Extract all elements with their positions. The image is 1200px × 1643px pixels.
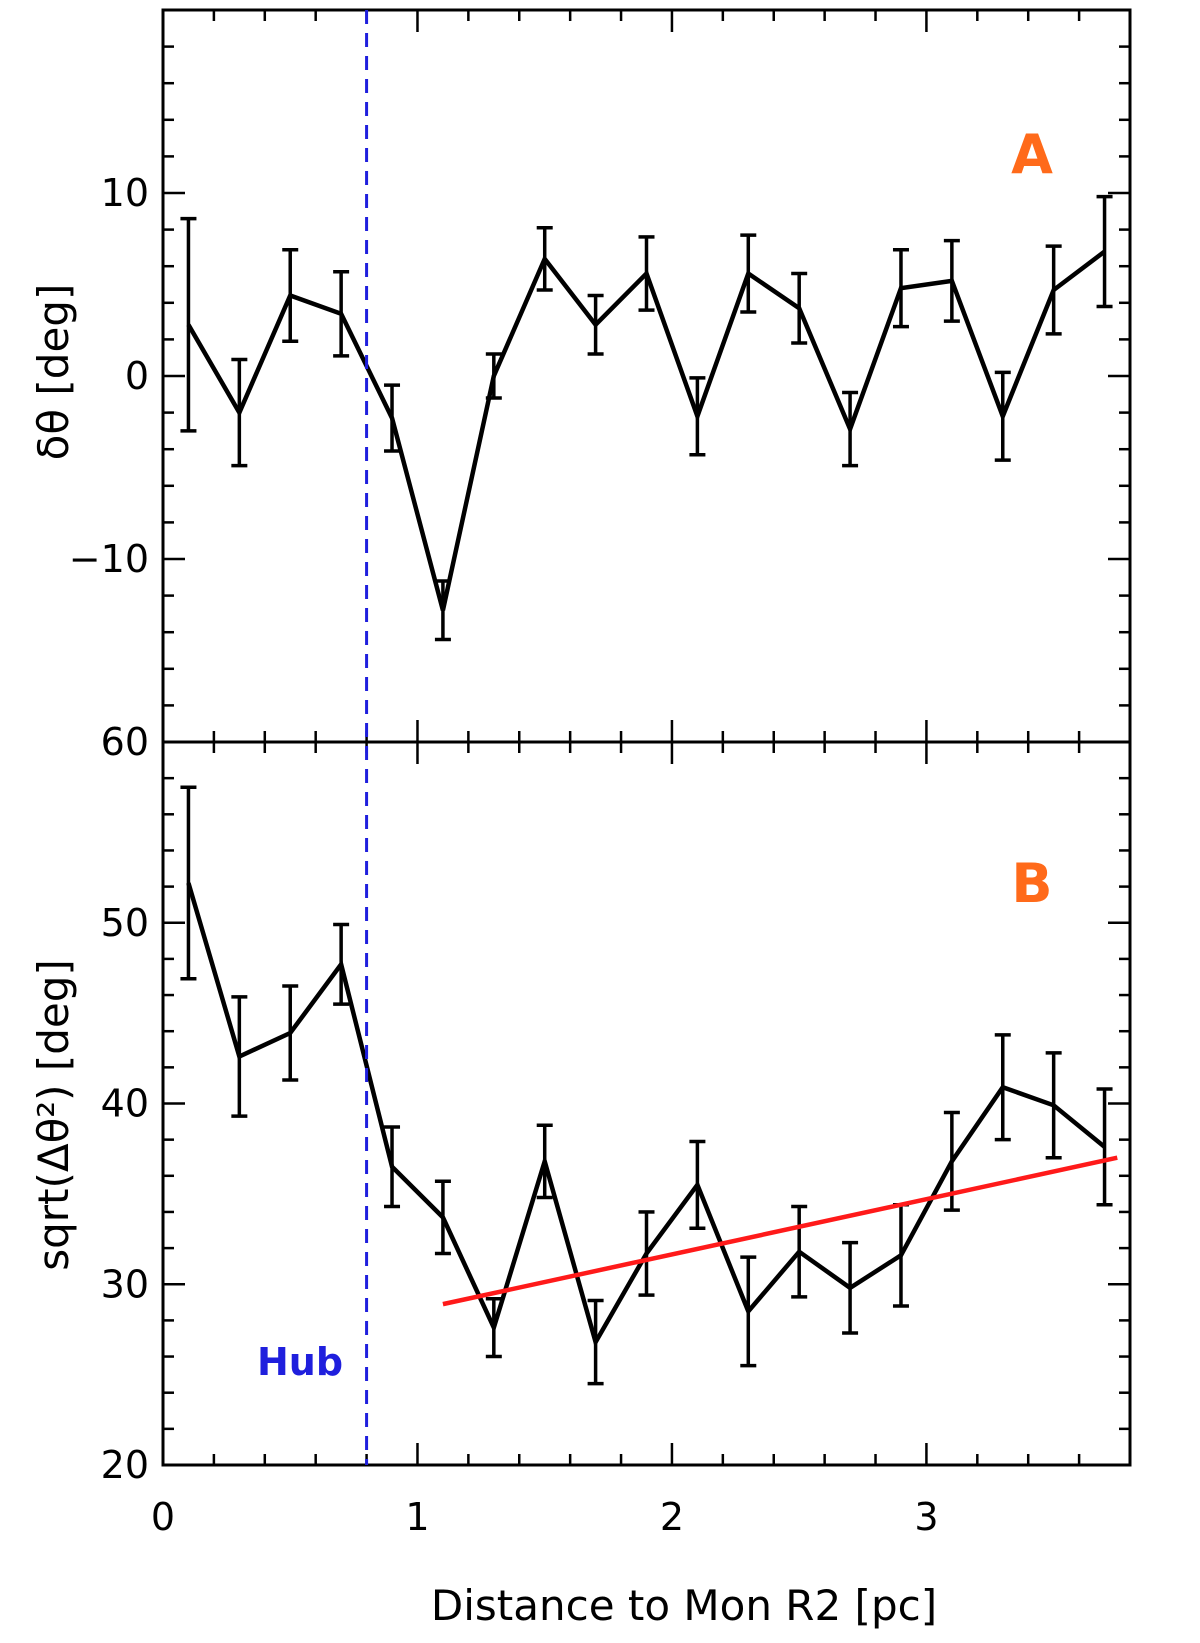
panel-b-letter: B xyxy=(1011,852,1052,915)
y-tick-label: 0 xyxy=(125,354,149,398)
panel-a-letter: A xyxy=(1011,123,1053,186)
x-tick-label: 1 xyxy=(405,1495,429,1539)
y-tick-label: 60 xyxy=(101,720,149,764)
x-axis-label: Distance to Mon R2 [pc] xyxy=(431,1581,937,1630)
x-tick-label: 2 xyxy=(660,1495,684,1539)
y-tick-label: 30 xyxy=(101,1262,149,1306)
panel-a-y-tick-labels: −10 0 10 xyxy=(69,171,149,581)
panel-b-y-tick-labels: 20 30 40 50 60 xyxy=(101,720,149,1487)
panel-a-ticks xyxy=(161,8,1132,744)
panel-b-series-line xyxy=(186,882,1106,1348)
y-tick-label: −10 xyxy=(69,537,149,581)
panel-b-fit-line xyxy=(442,1155,1118,1307)
x-tick-label: 3 xyxy=(914,1495,938,1539)
y-tick-label: 10 xyxy=(101,171,149,215)
panel-b-plot-frame xyxy=(161,740,1132,1467)
hub-label: Hub xyxy=(257,1340,343,1384)
x-tick-label: 0 xyxy=(151,1495,175,1539)
y-tick-label: 50 xyxy=(101,901,149,945)
y-tick-label: 20 xyxy=(101,1443,149,1487)
panel-a: −10 0 10 A δθ [deg] xyxy=(29,8,1132,744)
x-tick-labels: 0 1 2 3 xyxy=(151,1495,939,1539)
y-tick-label: 40 xyxy=(101,1082,149,1126)
panel-a-error-bars xyxy=(180,194,1113,642)
panel-b: 20 30 40 50 60 B sqrt(Δθ²) [deg] Hub xyxy=(29,720,1132,1487)
panel-a-series-line xyxy=(186,249,1106,611)
panel-a-y-axis-label: δθ [deg] xyxy=(29,284,78,461)
panel-b-y-axis-label: sqrt(Δθ²) [deg] xyxy=(29,959,78,1271)
